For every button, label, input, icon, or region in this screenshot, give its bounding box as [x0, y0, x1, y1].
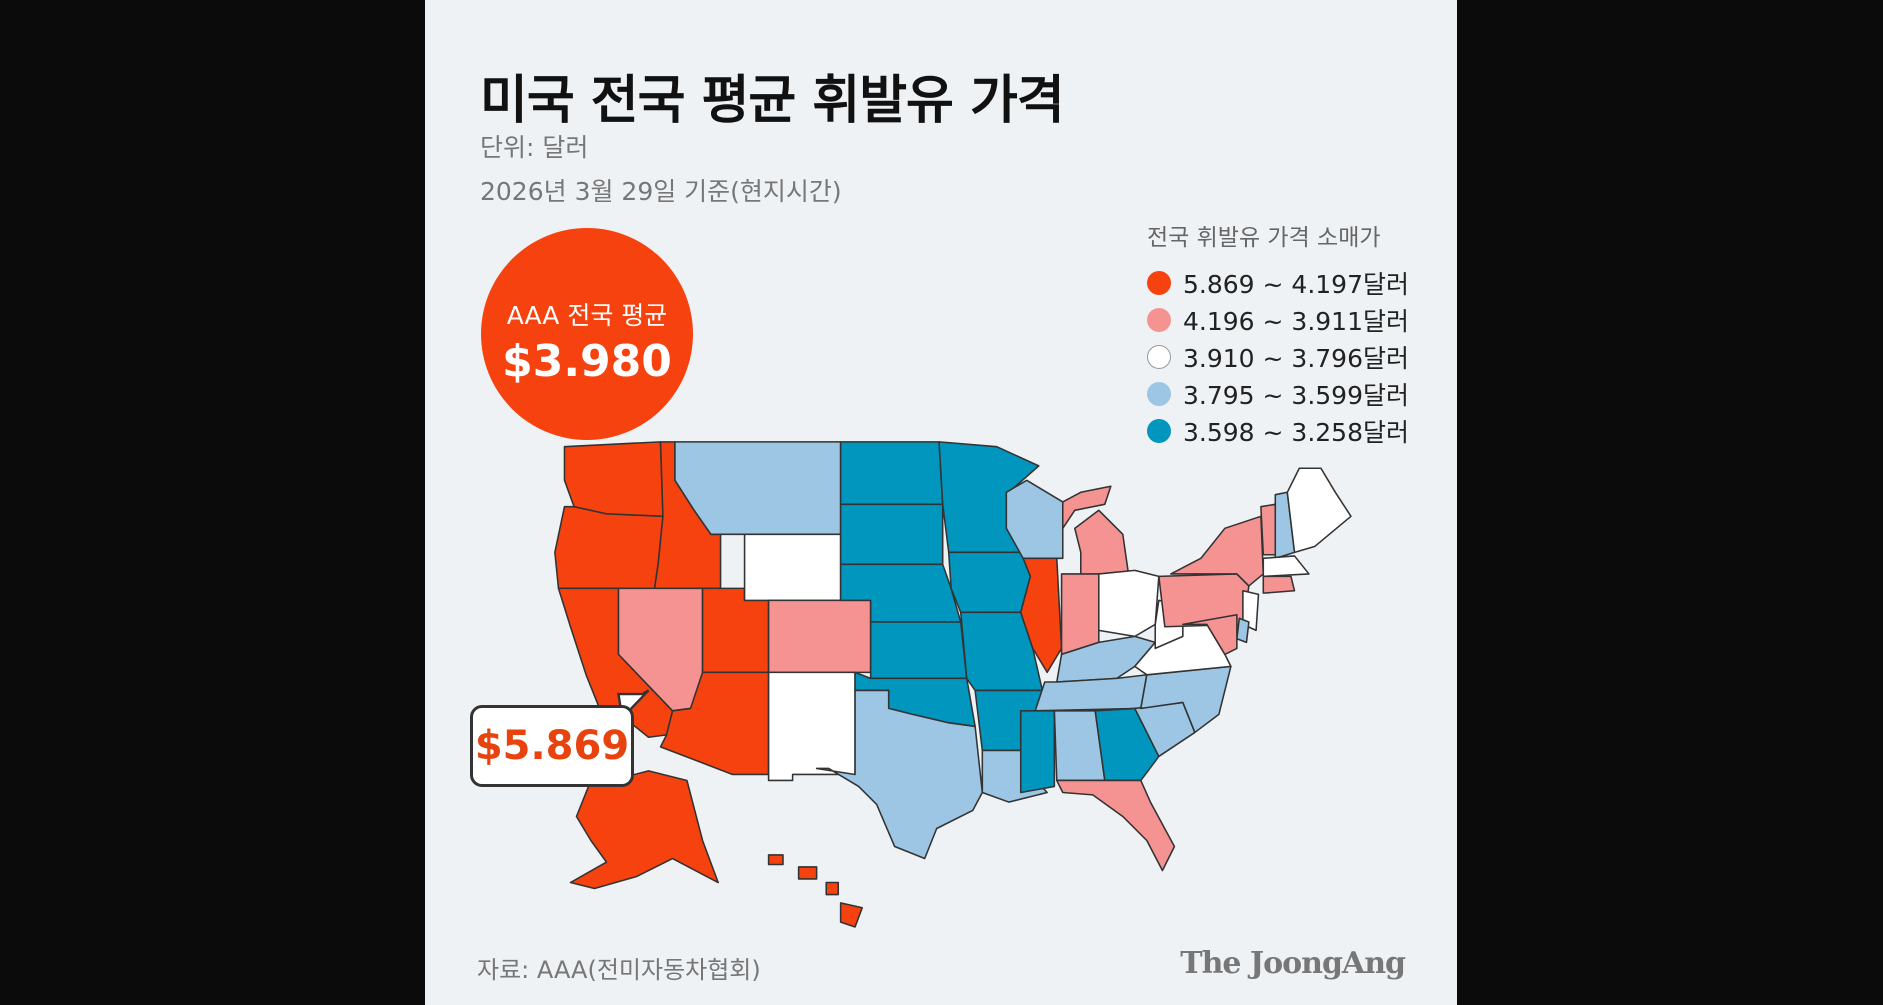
state-hi [797, 866, 818, 880]
state-or [554, 505, 664, 590]
legend-title: 전국 휘발유 가격 소매가 [1147, 225, 1381, 251]
legend-item: 3.598 ~ 3.258달러 [1147, 412, 1409, 449]
legend-label: 3.598 ~ 3.258달러 [1183, 417, 1409, 447]
legend: 5.869 ~ 4.197달러 4.196 ~ 3.911달러 3.910 ~ 3.… [1147, 264, 1409, 449]
state-md [1182, 613, 1238, 656]
legend-label: 4.196 ~ 3.911달러 [1183, 306, 1409, 336]
state-hi [825, 881, 840, 896]
state-nm [767, 671, 856, 782]
legend-label: 3.910 ~ 3.796달러 [1183, 343, 1409, 373]
state-sd [839, 503, 944, 566]
legend-label: 3.795 ~ 3.599달러 [1183, 380, 1409, 410]
state-ak [569, 770, 719, 890]
legend-swatch-icon [1147, 418, 1171, 443]
state-wy [743, 533, 842, 602]
state-ks [869, 621, 968, 680]
state-hi [839, 902, 864, 928]
state-ms [1019, 710, 1056, 794]
state-de [1236, 617, 1250, 644]
state-ma [1262, 555, 1310, 578]
state-co [767, 599, 872, 674]
state-tx [815, 689, 984, 860]
legend-item: 3.795 ~ 3.599달러 [1147, 375, 1409, 412]
state-wi [1005, 479, 1064, 560]
state-tn [1034, 674, 1148, 712]
state-il [1019, 557, 1063, 674]
state-vt [1260, 503, 1277, 556]
legend-item: 4.196 ~ 3.911달러 [1147, 301, 1409, 338]
state-me [1286, 467, 1352, 554]
date-label: 2026년 3월 29일 기준(현지시간) [480, 177, 842, 206]
state-mi [1073, 509, 1130, 578]
state-wa [563, 441, 664, 518]
page-title: 미국 전국 평균 휘발유 가격 [480, 71, 1065, 131]
legend-swatch-icon [1147, 344, 1171, 369]
legend-item: 3.910 ~ 3.796달러 [1147, 338, 1409, 375]
legend-swatch-icon [1147, 270, 1171, 295]
state-ga [1094, 707, 1160, 782]
state-fl [1055, 779, 1176, 872]
legend-label: 5.869 ~ 4.197달러 [1183, 269, 1409, 299]
state-ia [947, 551, 1032, 614]
state-oh [1098, 569, 1160, 638]
state-nd [839, 441, 944, 506]
unit-label: 단위: 달러 [480, 133, 589, 162]
state-ct [1262, 575, 1296, 594]
legend-swatch-icon [1147, 307, 1171, 332]
state-hi [767, 854, 784, 866]
state-mi [1061, 485, 1112, 530]
state-in [1060, 573, 1100, 656]
legend-swatch-icon [1147, 381, 1171, 406]
legend-item: 5.869 ~ 4.197달러 [1147, 264, 1409, 301]
